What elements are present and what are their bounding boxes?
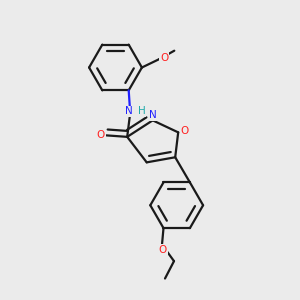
Text: O: O [160,53,168,63]
Text: O: O [181,126,189,136]
Text: O: O [97,130,105,140]
Text: N: N [125,106,133,116]
Text: O: O [158,245,167,255]
Text: N: N [149,110,157,120]
Text: H: H [138,106,146,116]
